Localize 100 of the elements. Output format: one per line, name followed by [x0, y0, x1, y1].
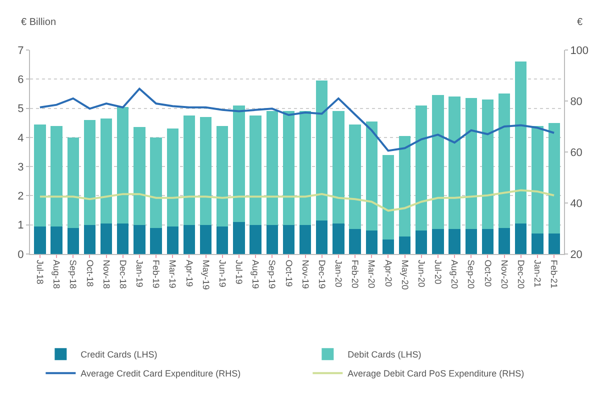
- bar: [233, 105, 245, 222]
- x-tick-label: Jul-18: [35, 260, 46, 284]
- line-series: [38, 189, 556, 212]
- bar: [532, 126, 544, 234]
- x-tick-label: Sep-19: [267, 260, 278, 289]
- x-tick-label: Jul-20: [433, 260, 444, 284]
- bar: [482, 229, 494, 254]
- bar: [515, 62, 527, 224]
- bar: [216, 126, 228, 226]
- bar: [316, 80, 328, 220]
- bar: [84, 120, 96, 225]
- bar: [282, 224, 295, 254]
- bar: [548, 122, 560, 234]
- bar: [200, 224, 212, 254]
- x-tick-label: Apr-19: [184, 260, 194, 287]
- bar: [34, 226, 46, 254]
- x-tick-label: Apr-20: [383, 260, 394, 287]
- bar: [299, 224, 312, 254]
- bar: [100, 223, 112, 254]
- y-tick-label: 3: [18, 161, 24, 174]
- bar: [67, 228, 79, 254]
- bar: [50, 226, 62, 254]
- bar: [366, 230, 378, 254]
- bar: [282, 111, 295, 225]
- bar: [382, 239, 394, 254]
- x-tick-label: Dec-18: [118, 260, 128, 289]
- bar: [216, 226, 228, 254]
- bar: [117, 223, 129, 254]
- bar: [448, 229, 460, 254]
- bar: [316, 220, 328, 254]
- y-tick-label: 7: [18, 44, 24, 57]
- x-tick-label: Nov-19: [300, 260, 310, 289]
- x-tick-label: Jan-20: [334, 260, 344, 288]
- y-axis-title: € Billion: [21, 17, 56, 28]
- bar: [200, 117, 212, 225]
- bar: [498, 94, 510, 228]
- x-tick-label: May-20: [400, 260, 410, 290]
- x-tick-label: Dec-19: [316, 260, 327, 289]
- bar: [332, 111, 344, 224]
- bar: [166, 226, 178, 254]
- bar: [416, 105, 428, 231]
- legend-label: Credit Cards (LHS): [80, 350, 158, 360]
- x-tick-label: Sep-18: [68, 260, 78, 289]
- bar: [250, 116, 262, 225]
- legend-label: Average Credit Card Expenditure (RHS): [80, 368, 241, 379]
- bar: [432, 229, 444, 254]
- legend-label: Debit Cards (LHS): [348, 350, 422, 360]
- bar: [515, 223, 527, 254]
- y-tick-label: 4: [18, 132, 24, 144]
- line-series: [38, 88, 556, 152]
- x-tick-label: Oct-20: [482, 260, 493, 287]
- bar: [299, 111, 312, 225]
- bar: [382, 154, 394, 240]
- bar: [532, 234, 544, 254]
- bar: [332, 223, 344, 254]
- bar: [134, 127, 146, 225]
- bar: [67, 137, 79, 228]
- x-tick-label: Nov-18: [101, 260, 112, 289]
- bar: [498, 228, 510, 254]
- x-tick-label: Feb-19: [151, 260, 162, 288]
- y-tick-label: 0: [18, 248, 24, 261]
- bar: [134, 224, 146, 254]
- x-tick-label: Jan-19: [134, 260, 145, 288]
- bar: [266, 224, 278, 254]
- x-tick-label: Mar-20: [366, 260, 377, 288]
- y-tick-label: 1: [18, 220, 24, 232]
- bar: [117, 106, 129, 224]
- bar: [100, 118, 112, 224]
- bar: [416, 230, 428, 254]
- y2-tick-label: 80: [570, 96, 582, 108]
- x-tick-label: Jun-19: [217, 260, 228, 288]
- bar: [465, 229, 477, 254]
- bar: [50, 126, 62, 226]
- x-tick-label: Sep-20: [466, 260, 476, 289]
- bar: [482, 100, 494, 230]
- x-tick-label: Dec-20: [516, 260, 526, 289]
- bar: [183, 116, 196, 225]
- bar: [548, 234, 560, 254]
- y2-tick-label: 20: [570, 248, 582, 261]
- legend-label: Average Debit Card PoS Expenditure (RHS): [348, 368, 524, 379]
- bar: [366, 121, 378, 231]
- x-tick-label: Nov-20: [499, 260, 510, 289]
- x-tick-label: Aug-20: [450, 260, 460, 289]
- y2-tick-label: 100: [570, 44, 589, 57]
- y-tick-label: 5: [18, 103, 24, 116]
- y2-axis-title: €: [577, 17, 583, 28]
- x-tick-label: Jun-20: [416, 260, 426, 288]
- bar: [150, 137, 162, 228]
- x-tick-label: Feb-20: [350, 260, 360, 288]
- bar: [448, 96, 460, 230]
- bar: [84, 224, 96, 254]
- bar: [398, 236, 411, 254]
- x-tick-label: Oct-18: [84, 260, 95, 287]
- x-tick-label: Mar-19: [168, 260, 178, 288]
- bar: [349, 229, 361, 254]
- x-tick-label: Feb-21: [549, 260, 560, 288]
- bar: [432, 95, 444, 230]
- bar: [465, 98, 477, 230]
- bar: [398, 136, 411, 237]
- x-tick-label: Jul-19: [234, 260, 244, 284]
